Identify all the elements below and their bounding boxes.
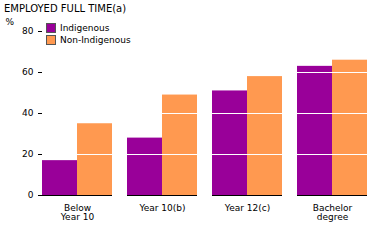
html-text:Non-Indigenous: Non-Indigenous bbox=[60, 35, 131, 45]
svg-text:40: 40 bbox=[22, 108, 34, 118]
svg-text:20: 20 bbox=[22, 149, 34, 159]
svg-text:%: % bbox=[6, 17, 15, 27]
svg-text:80: 80 bbox=[22, 26, 34, 36]
svg-text:0: 0 bbox=[28, 190, 34, 200]
svg-text:Year 10(b): Year 10(b) bbox=[138, 203, 185, 213]
svg-text:Year 12(c): Year 12(c) bbox=[224, 203, 270, 213]
svg-text:60: 60 bbox=[22, 67, 34, 77]
svg-text:BelowYear 10: BelowYear 10 bbox=[60, 203, 95, 222]
svg-text:Bachelordegree: Bachelordegree bbox=[313, 203, 353, 222]
html-text:Indigenous: Indigenous bbox=[60, 23, 110, 33]
html-text:EMPLOYED FULL TIME(a): EMPLOYED FULL TIME(a) bbox=[4, 3, 127, 14]
